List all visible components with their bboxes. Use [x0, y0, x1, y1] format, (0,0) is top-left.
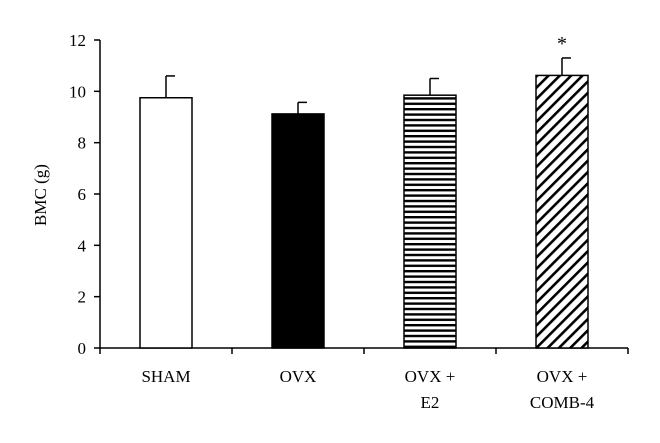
- x-category-label: OVX: [280, 367, 317, 386]
- x-category-label: COMB-4: [530, 393, 595, 412]
- bar: [403, 94, 457, 349]
- bar: [139, 97, 193, 349]
- x-category-label: E2: [421, 393, 440, 412]
- y-tick-label: 6: [78, 185, 87, 204]
- bars-group: [139, 57, 589, 349]
- x-category-label: OVX +: [405, 367, 456, 386]
- y-tick-label: 2: [78, 288, 87, 307]
- bar: [535, 74, 589, 349]
- x-category-label: SHAM: [141, 367, 190, 386]
- y-tick-label: 0: [78, 339, 87, 358]
- y-tick-label: 4: [78, 236, 87, 255]
- labels-group: SHAM OVX OVX + E2 * OVX + COMB-4: [141, 33, 594, 412]
- y-tick-label: 8: [78, 134, 87, 153]
- y-tick-label: 10: [69, 82, 86, 101]
- y-tick-label: 12: [69, 31, 86, 50]
- bar: [271, 113, 325, 349]
- significance-marker: *: [557, 33, 567, 55]
- y-axis-title: BMC (g): [31, 164, 50, 226]
- x-category-label: OVX +: [537, 367, 588, 386]
